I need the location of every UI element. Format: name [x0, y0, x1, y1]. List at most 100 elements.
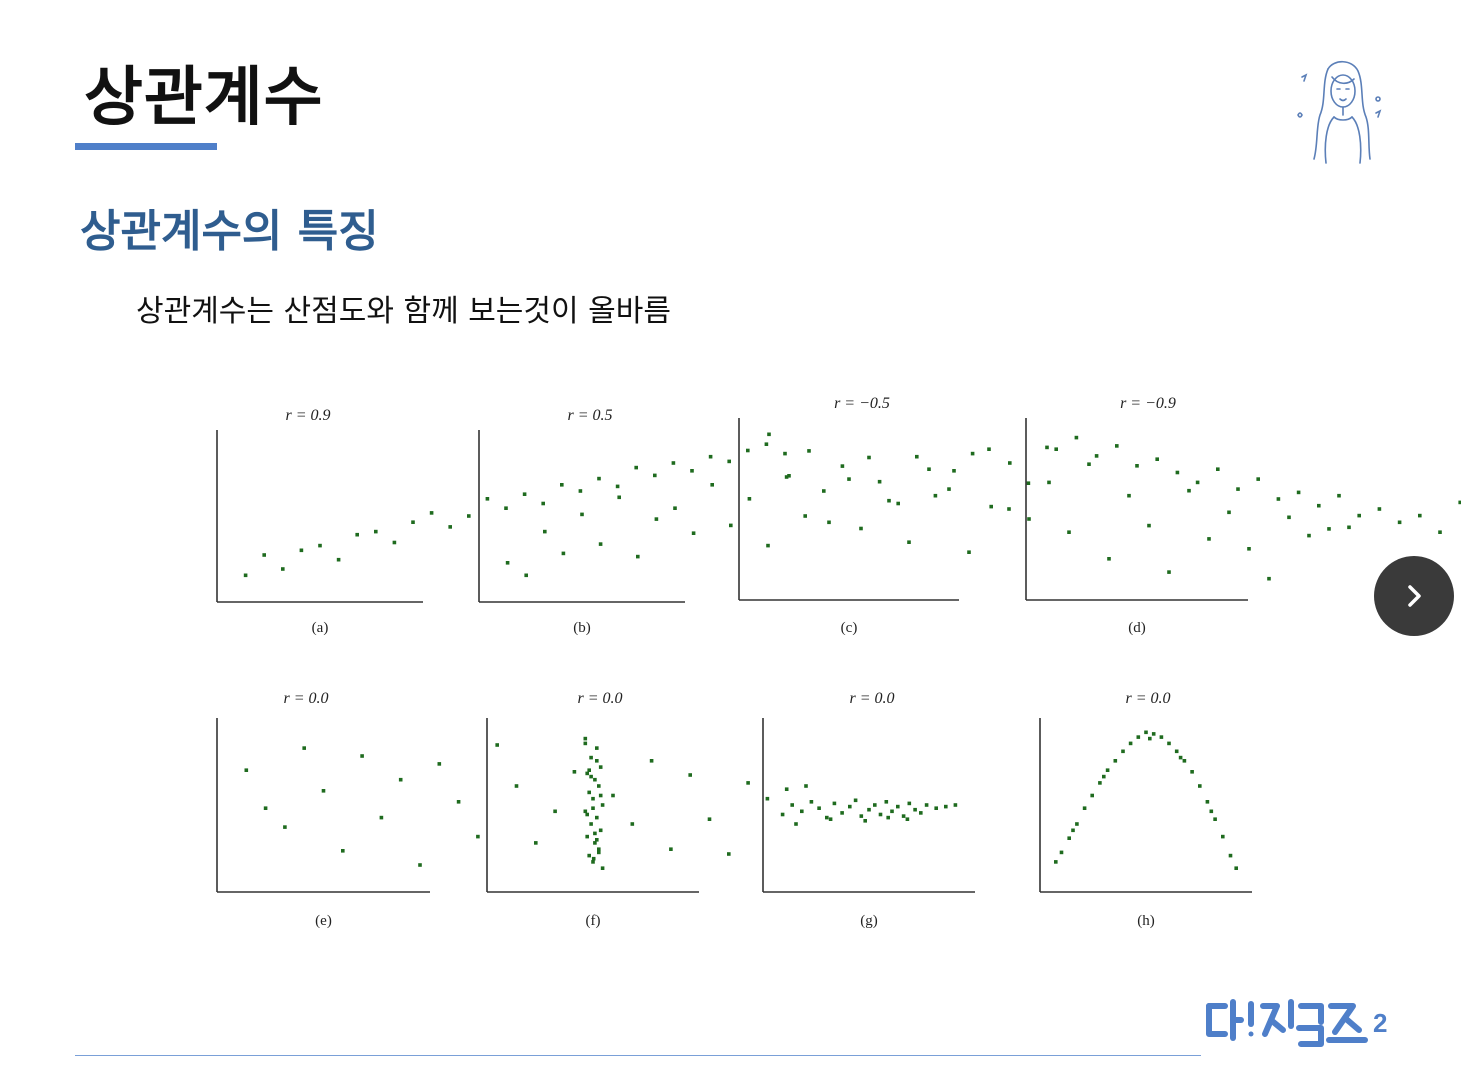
data-point	[886, 815, 890, 820]
data-point	[707, 817, 712, 821]
data-point	[448, 525, 452, 529]
data-point	[1307, 533, 1311, 538]
data-point	[671, 461, 676, 465]
data-point	[1090, 793, 1094, 798]
data-point	[947, 487, 951, 491]
plot-caption: (a)	[312, 620, 329, 636]
data-point	[591, 796, 595, 801]
woman-illustration-icon	[1297, 60, 1382, 164]
bottom-divider	[75, 1055, 1201, 1056]
data-point	[578, 489, 583, 493]
scatter-plot-2: r = 0.5 (b)	[478, 407, 1049, 636]
data-point	[673, 506, 677, 510]
data-point	[688, 773, 692, 777]
data-point	[953, 803, 958, 807]
data-point	[1174, 749, 1179, 754]
data-point	[907, 540, 911, 544]
data-point	[1296, 490, 1301, 495]
data-point	[1075, 822, 1079, 826]
data-point	[572, 770, 577, 774]
data-point	[1008, 461, 1012, 465]
data-point	[1175, 470, 1180, 475]
data-point	[970, 451, 975, 456]
data-point	[411, 520, 415, 524]
scatter-plot-8: r = 0.0 (h)	[1039, 690, 1252, 929]
data-point	[1102, 774, 1106, 779]
scatter-plot-1: r = 0.9 (a)	[216, 407, 787, 636]
data-point	[593, 831, 597, 836]
data-point	[504, 506, 508, 510]
data-point	[630, 822, 635, 826]
data-point	[583, 741, 588, 746]
data-point	[1327, 527, 1331, 531]
data-point	[809, 800, 814, 804]
data-point	[989, 504, 993, 509]
data-point	[767, 432, 771, 437]
data-point	[1178, 755, 1183, 760]
data-point	[587, 790, 591, 795]
body-text: 상관계수는 산점도와 함께 보는것이 올바름	[136, 294, 671, 329]
data-point	[1082, 806, 1087, 810]
data-point	[302, 746, 306, 750]
data-point	[746, 781, 750, 785]
data-point	[1159, 735, 1164, 739]
data-point	[593, 777, 597, 782]
data-point	[878, 812, 883, 817]
brand-logo: 2	[1206, 999, 1387, 1047]
plot-caption: (e)	[315, 913, 332, 929]
data-point	[1105, 768, 1110, 772]
data-point	[708, 454, 713, 459]
data-point	[589, 755, 593, 760]
data-point	[595, 838, 599, 842]
data-point	[281, 567, 285, 571]
data-point	[944, 804, 948, 809]
data-point	[783, 451, 787, 456]
data-point	[591, 806, 595, 810]
data-point	[1377, 507, 1382, 511]
data-point	[580, 512, 584, 517]
data-point	[541, 501, 545, 506]
data-point	[1107, 557, 1111, 561]
data-point	[589, 822, 593, 826]
data-point	[374, 529, 378, 534]
data-point	[593, 841, 597, 845]
data-point	[597, 847, 601, 851]
data-point	[1216, 467, 1220, 471]
data-point	[907, 801, 912, 806]
data-point	[243, 573, 248, 578]
data-point	[746, 448, 750, 453]
data-point	[828, 817, 833, 821]
data-point	[807, 449, 811, 453]
data-point	[840, 811, 844, 815]
data-point	[790, 803, 794, 807]
next-button[interactable]	[1374, 556, 1454, 636]
data-point	[636, 554, 640, 559]
data-point	[873, 803, 877, 807]
data-point	[1047, 480, 1051, 485]
data-point	[691, 531, 696, 535]
data-point	[1236, 487, 1240, 491]
data-point	[1148, 736, 1152, 741]
data-point	[524, 573, 528, 578]
data-point	[1221, 834, 1225, 839]
data-point	[615, 484, 620, 489]
plot-title: r = 0.0	[849, 690, 894, 707]
data-point	[485, 497, 490, 501]
data-point	[1267, 576, 1271, 581]
data-point	[598, 828, 603, 833]
data-point	[598, 765, 603, 769]
data-point	[591, 856, 596, 861]
data-point	[1438, 530, 1442, 534]
plot-title: r = −0.5	[834, 395, 890, 412]
data-point	[611, 793, 615, 798]
data-point	[1026, 481, 1031, 485]
data-point	[244, 768, 249, 772]
data-point	[887, 498, 891, 503]
plot-title: r = 0.0	[577, 690, 622, 707]
data-point	[429, 511, 434, 515]
data-point	[863, 819, 867, 823]
data-point	[901, 814, 906, 818]
data-point	[467, 514, 471, 518]
data-point	[794, 822, 798, 826]
plot-caption: (b)	[573, 620, 591, 636]
